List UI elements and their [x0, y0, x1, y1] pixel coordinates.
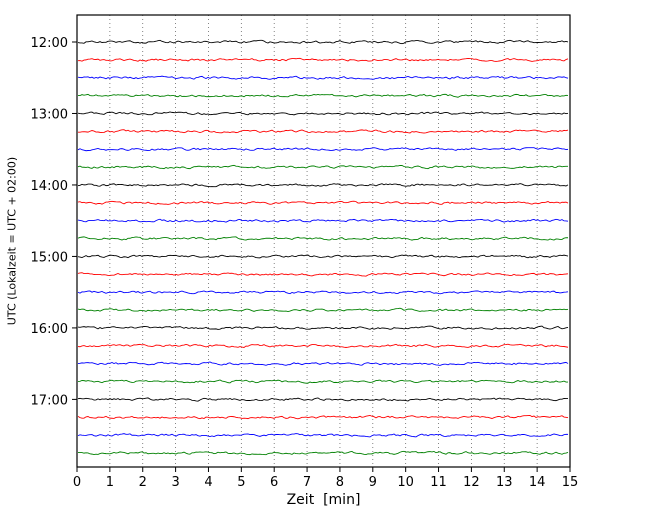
x-axis-title: Zeit [min] — [286, 492, 361, 508]
seismogram-trace-15:00 — [77, 254, 569, 259]
seismogram-trace-17:00 — [77, 397, 569, 402]
seismogram-trace-12:15 — [77, 57, 569, 62]
y-tick-label: 16:00 — [31, 322, 68, 337]
x-tick-label: 7 — [303, 475, 311, 490]
x-tick-label: 10 — [397, 475, 414, 490]
x-tick-label: 14 — [529, 475, 546, 490]
seismogram-trace-12:30 — [77, 75, 569, 80]
x-tick-label: 15 — [562, 475, 579, 490]
seismogram-trace-16:15 — [77, 343, 569, 348]
seismogram-trace-12:00 — [77, 39, 569, 45]
seismogram-trace-15:45 — [77, 307, 569, 313]
x-tick-label: 4 — [204, 475, 212, 490]
seismogram-trace-13:30 — [77, 147, 569, 152]
x-tick-label: 12 — [463, 475, 480, 490]
seismogram-trace-12:45 — [77, 93, 569, 98]
y-tick-label: 12:00 — [31, 36, 68, 51]
y-tick-label: 14:00 — [31, 179, 68, 194]
x-tick-label: 2 — [139, 475, 147, 490]
seismogram-trace-14:45 — [77, 236, 569, 241]
seismogram-trace-14:00 — [77, 183, 569, 188]
seismogram-trace-16:00 — [77, 325, 569, 330]
seismogram-trace-13:15 — [77, 129, 569, 134]
x-tick-label: 8 — [336, 475, 344, 490]
seismogram-trace-13:00 — [77, 111, 569, 116]
x-tick-label: 13 — [496, 475, 513, 490]
x-tick-label: 0 — [73, 475, 81, 490]
y-tick-label: 17:00 — [31, 393, 68, 408]
seismogram-trace-14:30 — [77, 218, 569, 223]
seismogram-trace-13:45 — [77, 164, 569, 170]
x-tick-label: 11 — [430, 475, 447, 490]
x-tick-label: 5 — [237, 475, 245, 490]
seismogram-trace-16:45 — [77, 379, 569, 384]
seismogram-trace-14:15 — [77, 200, 569, 205]
y-axis-title: UTC (Lokalzeit = UTC + 02:00) — [5, 156, 19, 326]
x-tick-label: 1 — [106, 475, 114, 490]
seismogram-trace-17:30 — [77, 433, 569, 438]
y-tick-label: 13:00 — [31, 107, 68, 122]
x-tick-label: 6 — [270, 475, 278, 490]
y-tick-label: 15:00 — [31, 250, 68, 265]
seismogram-trace-17:15 — [77, 414, 569, 420]
seismogram-trace-15:30 — [77, 290, 569, 295]
plot-border — [76, 14, 571, 468]
seismogram-trace-17:45 — [77, 450, 569, 456]
x-tick-label: 3 — [171, 475, 179, 490]
x-tick-label: 9 — [369, 475, 377, 490]
seismogram-trace-16:30 — [77, 361, 569, 366]
seismogram-trace-15:15 — [77, 272, 569, 277]
